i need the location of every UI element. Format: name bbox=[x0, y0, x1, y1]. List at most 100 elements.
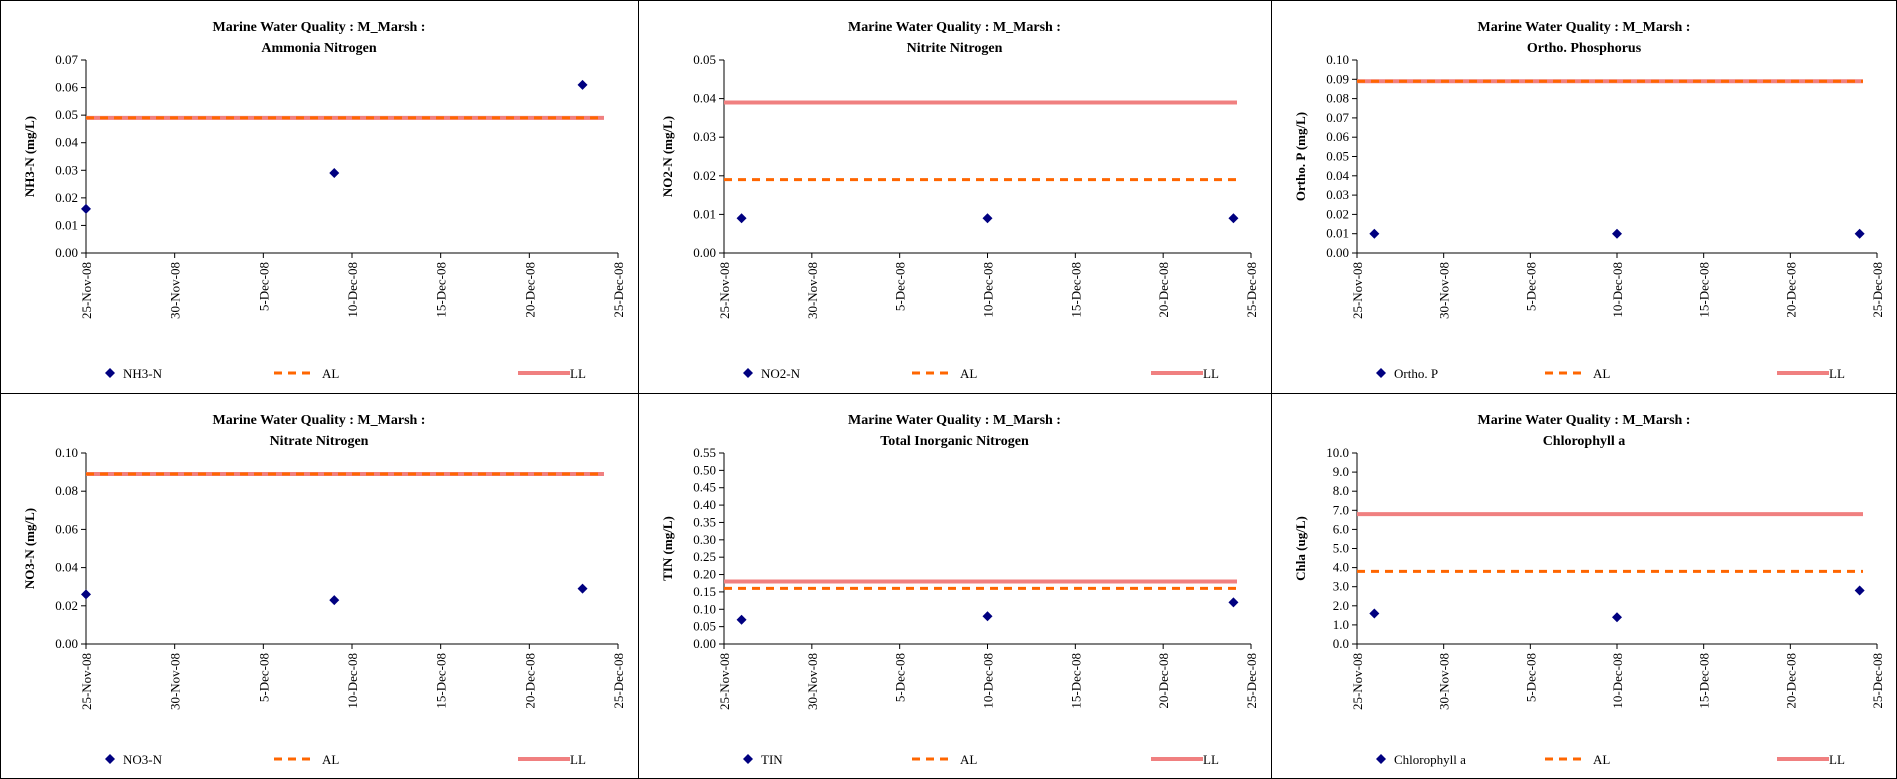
y-tick-label: 0.40 bbox=[693, 497, 716, 512]
x-tick-label: 30-Nov-08 bbox=[805, 262, 820, 319]
y-tick-label: 0.06 bbox=[55, 521, 78, 536]
y-tick-label: 0.10 bbox=[693, 601, 716, 616]
y-tick-label: 0.00 bbox=[55, 245, 78, 260]
y-tick-label: 10.0 bbox=[1326, 445, 1349, 460]
y-tick-label: 0.09 bbox=[1326, 71, 1349, 86]
y-tick-label: 0.25 bbox=[693, 549, 716, 564]
y-tick-label: 0.08 bbox=[1326, 91, 1349, 106]
data-point bbox=[1854, 585, 1865, 596]
chart-subtitle: Total Inorganic Nitrogen bbox=[880, 434, 1029, 449]
legend-label-ll: LL bbox=[1203, 752, 1219, 767]
y-tick-label: 0.04 bbox=[693, 91, 716, 106]
x-tick-label: 25-Nov-08 bbox=[717, 653, 732, 710]
y-tick-label: 0.02 bbox=[1326, 206, 1349, 221]
y-tick-label: 0.03 bbox=[55, 162, 78, 177]
data-point bbox=[329, 595, 340, 606]
x-tick-label: 30-Nov-08 bbox=[1437, 653, 1452, 710]
x-tick-label: 20-Dec-08 bbox=[1156, 262, 1171, 318]
x-tick-label: 20-Dec-08 bbox=[1156, 653, 1171, 709]
x-tick-label: 5-Dec-08 bbox=[256, 262, 271, 311]
legend-label-series: Chlorophyll a bbox=[1394, 752, 1466, 767]
y-tick-label: 5.0 bbox=[1333, 541, 1349, 556]
y-tick-label: 6.0 bbox=[1333, 521, 1349, 536]
y-tick-label: 0.05 bbox=[1326, 149, 1349, 164]
x-tick-label: 15-Dec-08 bbox=[1697, 653, 1712, 709]
legend-marker-series bbox=[1376, 754, 1386, 764]
x-tick-label: 5-Dec-08 bbox=[1523, 653, 1538, 702]
y-tick-label: 1.0 bbox=[1333, 617, 1349, 632]
y-axis-label: NH3-N (mg/L) bbox=[22, 116, 37, 197]
data-point bbox=[1228, 597, 1239, 608]
x-tick-label: 15-Dec-08 bbox=[434, 653, 449, 709]
x-tick-label: 15-Dec-08 bbox=[1068, 262, 1083, 318]
y-tick-label: 0.0 bbox=[1333, 636, 1349, 651]
x-tick-label: 20-Dec-08 bbox=[522, 262, 537, 318]
x-tick-label: 10-Dec-08 bbox=[345, 653, 360, 709]
y-tick-label: 0.02 bbox=[55, 598, 78, 613]
x-tick-label: 25-Dec-08 bbox=[1244, 262, 1259, 318]
data-point bbox=[736, 614, 747, 625]
chart-subtitle: Chlorophyll a bbox=[1543, 434, 1626, 449]
x-tick-label: 10-Dec-08 bbox=[1610, 653, 1625, 709]
data-point bbox=[329, 168, 340, 179]
chart-title: Marine Water Quality : M_Marsh : bbox=[848, 20, 1061, 35]
legend-marker-series bbox=[105, 754, 115, 764]
y-tick-label: 0.05 bbox=[693, 52, 716, 67]
x-tick-label: 20-Dec-08 bbox=[1783, 262, 1798, 318]
data-point bbox=[1369, 228, 1380, 239]
data-point bbox=[1612, 228, 1622, 239]
x-tick-label: 25-Nov-08 bbox=[1350, 262, 1365, 319]
data-point bbox=[982, 213, 993, 224]
legend-label-ll: LL bbox=[1829, 366, 1845, 381]
y-tick-label: 0.02 bbox=[55, 190, 78, 205]
y-tick-label: 0.04 bbox=[1326, 168, 1349, 183]
legend-marker-series bbox=[743, 368, 753, 378]
chart-subtitle: Nitrite Nitrogen bbox=[907, 41, 1003, 56]
y-tick-label: 0.50 bbox=[693, 462, 716, 477]
y-tick-label: 0.01 bbox=[55, 217, 78, 232]
legend-label-series: Ortho. P bbox=[1394, 366, 1438, 381]
data-point bbox=[1369, 608, 1380, 619]
y-tick-label: 0.00 bbox=[693, 245, 716, 260]
chart-title: Marine Water Quality : M_Marsh : bbox=[213, 413, 426, 428]
x-tick-label: 25-Dec-08 bbox=[1244, 653, 1259, 709]
y-tick-label: 0.04 bbox=[55, 560, 78, 575]
legend-marker-series bbox=[105, 368, 115, 378]
y-tick-label: 0.00 bbox=[55, 636, 78, 651]
chart-panel: Marine Water Quality : M_Marsh : Ortho. P… bbox=[1293, 20, 1885, 381]
y-tick-label: 0.55 bbox=[693, 445, 716, 460]
y-tick-label: 0.00 bbox=[1326, 245, 1349, 260]
data-point bbox=[982, 611, 993, 622]
y-axis-label: Ortho. P (mg/L) bbox=[1293, 112, 1308, 201]
y-tick-label: 0.15 bbox=[693, 584, 716, 599]
y-tick-label: 0.10 bbox=[1326, 52, 1349, 67]
y-axis-label: Chla (ug/L) bbox=[1293, 516, 1308, 581]
y-tick-label: 0.30 bbox=[693, 532, 716, 547]
x-tick-label: 30-Nov-08 bbox=[1437, 262, 1452, 319]
legend-label-series: NH3-N bbox=[123, 366, 163, 381]
y-axis-label: TIN (mg/L) bbox=[660, 516, 675, 581]
chart-subtitle: Ammonia Nitrogen bbox=[261, 41, 376, 56]
y-tick-label: 0.08 bbox=[55, 483, 78, 498]
data-point bbox=[577, 79, 588, 90]
legend-label-al: AL bbox=[960, 752, 977, 767]
data-point bbox=[1228, 213, 1239, 224]
y-tick-label: 0.01 bbox=[1326, 226, 1349, 241]
y-tick-label: 0.20 bbox=[693, 567, 716, 582]
x-tick-label: 15-Dec-08 bbox=[1697, 262, 1712, 318]
y-tick-label: 0.10 bbox=[55, 445, 78, 460]
legend-marker-series bbox=[743, 754, 753, 764]
legend-label-series: TIN bbox=[761, 752, 783, 767]
chart-panel: Marine Water Quality : M_Marsh : Ammonia … bbox=[22, 20, 626, 381]
legend-label-al: AL bbox=[322, 366, 339, 381]
x-tick-label: 25-Dec-08 bbox=[1870, 653, 1885, 709]
y-tick-label: 7.0 bbox=[1333, 502, 1349, 517]
x-tick-label: 5-Dec-08 bbox=[893, 262, 908, 311]
data-point bbox=[81, 203, 91, 214]
y-tick-label: 0.45 bbox=[693, 480, 716, 495]
legend-label-al: AL bbox=[322, 752, 339, 767]
legend-label-al: AL bbox=[1593, 752, 1610, 767]
y-tick-label: 0.06 bbox=[55, 80, 78, 95]
y-axis-label: NO2-N (mg/L) bbox=[660, 116, 675, 197]
